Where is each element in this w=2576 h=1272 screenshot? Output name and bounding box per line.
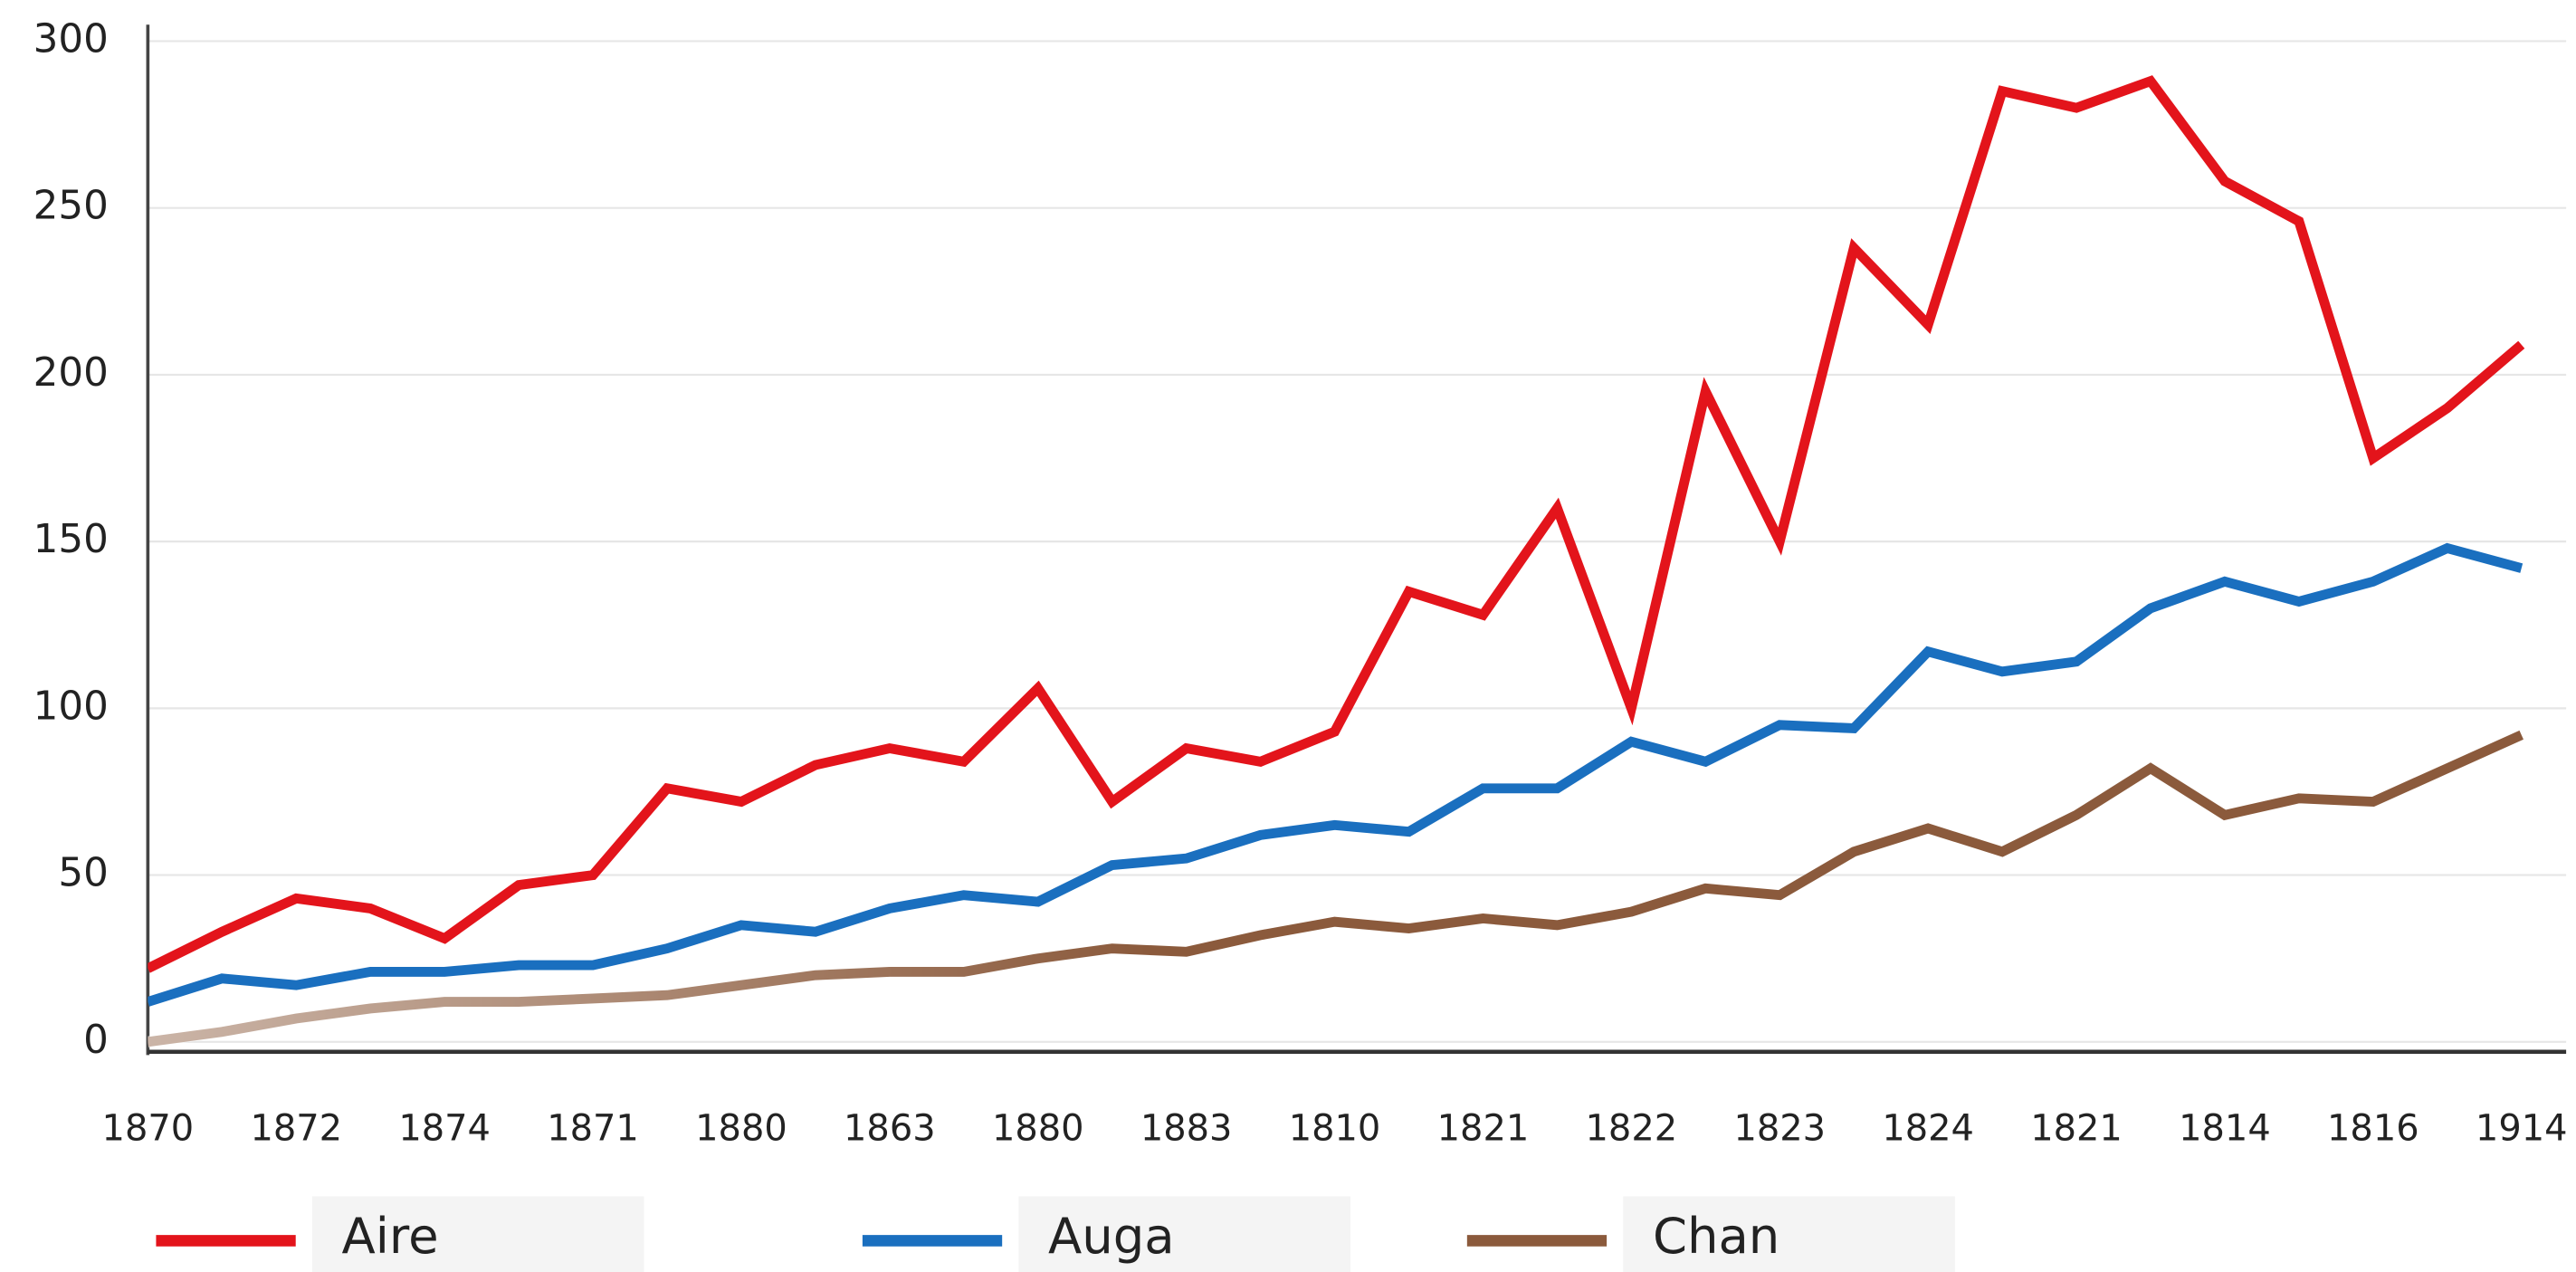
series-line xyxy=(148,75,2525,973)
y-tick-label: 200 xyxy=(33,350,109,396)
x-tick-label: 1810 xyxy=(1289,1107,1381,1149)
x-tick-label: 1874 xyxy=(398,1107,491,1149)
x-tick-label: 1880 xyxy=(695,1107,787,1149)
y-tick-label: 300 xyxy=(33,16,109,62)
plot-area xyxy=(148,75,2525,1048)
legend-label-bg xyxy=(1623,1196,1955,1272)
legend-label: Aire xyxy=(342,1207,439,1265)
x-tick-label: 1914 xyxy=(2476,1107,2568,1149)
x-tick-label: 1871 xyxy=(547,1107,639,1149)
x-tick-label: 1870 xyxy=(102,1107,195,1149)
x-tick-label: 1872 xyxy=(250,1107,342,1149)
x-tick-label: 1880 xyxy=(992,1107,1084,1149)
legend-label: Auga xyxy=(1048,1207,1175,1265)
y-tick-label: 0 xyxy=(83,1018,109,1063)
x-tick-label: 1821 xyxy=(2030,1107,2123,1149)
x-tick-label: 1863 xyxy=(844,1107,936,1149)
y-tick-label: 250 xyxy=(33,184,109,229)
x-tick-label: 1814 xyxy=(2179,1107,2271,1149)
y-tick-label: 50 xyxy=(58,851,108,896)
legend-label-bg xyxy=(311,1196,644,1272)
x-tick-label: 1823 xyxy=(1733,1107,1826,1149)
x-tick-label: 1883 xyxy=(1140,1107,1233,1149)
x-tick-label: 1821 xyxy=(1437,1107,1530,1149)
x-tick-label: 1816 xyxy=(2327,1107,2419,1149)
legend-label: Chan xyxy=(1653,1207,1779,1265)
series-line xyxy=(148,542,2524,1007)
x-tick-label: 1822 xyxy=(1586,1107,1678,1149)
x-tick-label: 1824 xyxy=(1882,1107,1974,1149)
y-tick-label: 100 xyxy=(33,684,109,729)
y-tick-label: 150 xyxy=(33,517,109,562)
line-fade xyxy=(148,730,2524,1048)
legend-label-bg xyxy=(1018,1196,1350,1272)
